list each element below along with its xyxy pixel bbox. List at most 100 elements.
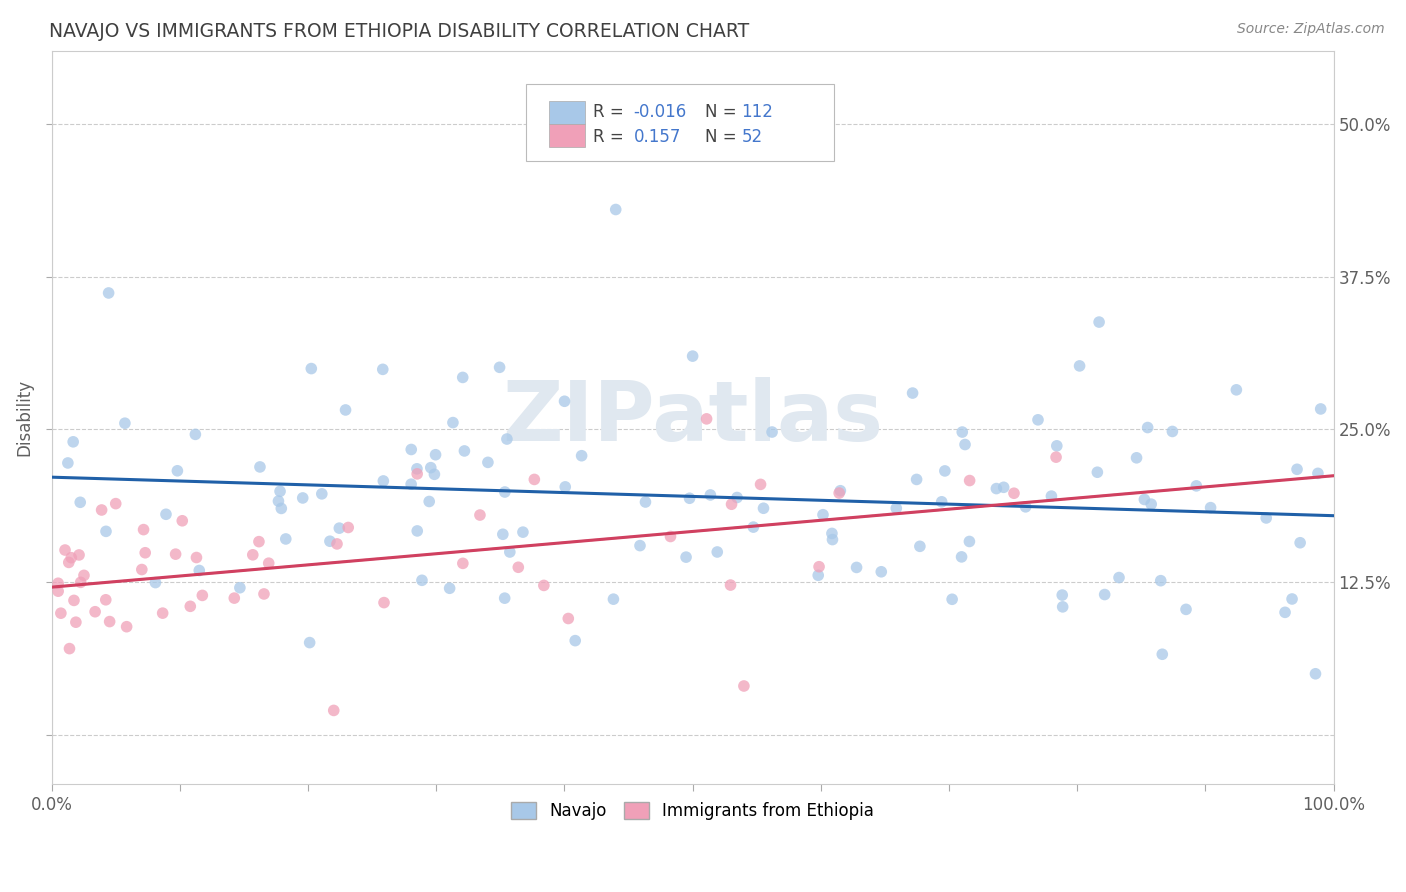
Point <box>69 575 91 590</box>
Point <box>699 488 721 502</box>
Point <box>291 491 314 505</box>
Point <box>1045 450 1067 465</box>
Point <box>152 606 174 620</box>
Point <box>1306 467 1329 481</box>
Point <box>811 508 834 522</box>
Point <box>191 588 214 602</box>
Point <box>224 591 246 606</box>
Point <box>508 560 530 574</box>
Point <box>115 620 138 634</box>
Text: Source: ZipAtlas.com: Source: ZipAtlas.com <box>1237 22 1385 37</box>
Point <box>523 472 546 486</box>
Point <box>90 503 112 517</box>
Point <box>145 575 167 590</box>
Point <box>73 568 96 582</box>
Point <box>423 467 446 482</box>
FancyBboxPatch shape <box>550 124 585 147</box>
Point <box>905 472 928 486</box>
Point <box>58 556 80 570</box>
Point <box>1309 401 1331 416</box>
Point <box>451 370 474 384</box>
Point <box>953 437 976 451</box>
Point <box>406 462 429 476</box>
Point <box>1305 666 1327 681</box>
Point <box>678 491 700 506</box>
Point <box>821 526 844 541</box>
Point <box>1014 500 1036 514</box>
Point <box>634 495 657 509</box>
Point <box>602 592 624 607</box>
Point <box>69 495 91 509</box>
Point <box>533 578 555 592</box>
Point <box>488 360 510 375</box>
Point <box>267 494 290 508</box>
Point <box>1108 570 1130 584</box>
Point <box>828 486 851 500</box>
Point <box>53 543 76 558</box>
Point <box>229 581 252 595</box>
Point <box>950 549 973 564</box>
Point <box>94 524 117 539</box>
Point <box>114 416 136 430</box>
Point <box>326 537 349 551</box>
Text: R =: R = <box>593 128 623 145</box>
Point <box>94 592 117 607</box>
Y-axis label: Disability: Disability <box>15 378 32 456</box>
Point <box>299 361 322 376</box>
Point <box>931 495 953 509</box>
Point <box>60 550 83 565</box>
Point <box>269 484 291 499</box>
Point <box>399 442 422 457</box>
Point <box>406 467 429 481</box>
Point <box>941 592 963 607</box>
Point <box>257 556 280 570</box>
Point <box>934 464 956 478</box>
Point <box>406 524 429 538</box>
Point <box>1199 500 1222 515</box>
Point <box>337 520 360 534</box>
Point <box>908 539 931 553</box>
Text: ZIPatlas: ZIPatlas <box>502 376 883 458</box>
Text: 52: 52 <box>741 128 762 145</box>
Point <box>1175 602 1198 616</box>
Point <box>720 578 742 592</box>
FancyBboxPatch shape <box>550 101 585 124</box>
Point <box>682 349 704 363</box>
Point <box>65 615 87 630</box>
Point <box>752 501 775 516</box>
Text: 0.157: 0.157 <box>634 128 681 145</box>
Point <box>1152 647 1174 661</box>
Point <box>253 587 276 601</box>
Point <box>725 491 748 505</box>
Text: N =: N = <box>706 128 737 145</box>
Point <box>441 416 464 430</box>
Point <box>986 482 1008 496</box>
Point <box>104 497 127 511</box>
Point <box>808 559 831 574</box>
Text: -0.016: -0.016 <box>634 103 688 121</box>
Point <box>492 527 515 541</box>
Point <box>477 455 499 469</box>
Point <box>322 703 344 717</box>
FancyBboxPatch shape <box>526 84 834 161</box>
Point <box>298 635 321 649</box>
Point <box>184 427 207 442</box>
Point <box>172 514 194 528</box>
Text: R =: R = <box>593 103 623 121</box>
Point <box>166 464 188 478</box>
Point <box>830 483 852 498</box>
Point <box>884 501 907 516</box>
Point <box>901 386 924 401</box>
Point <box>335 403 357 417</box>
Point <box>761 425 783 439</box>
Point <box>247 534 270 549</box>
Point <box>46 576 69 591</box>
Point <box>328 521 350 535</box>
Point <box>499 545 522 559</box>
Point <box>373 474 395 488</box>
Point <box>1150 574 1173 588</box>
Point <box>659 529 682 543</box>
Point <box>98 615 121 629</box>
Point <box>249 459 271 474</box>
Point <box>706 545 728 559</box>
